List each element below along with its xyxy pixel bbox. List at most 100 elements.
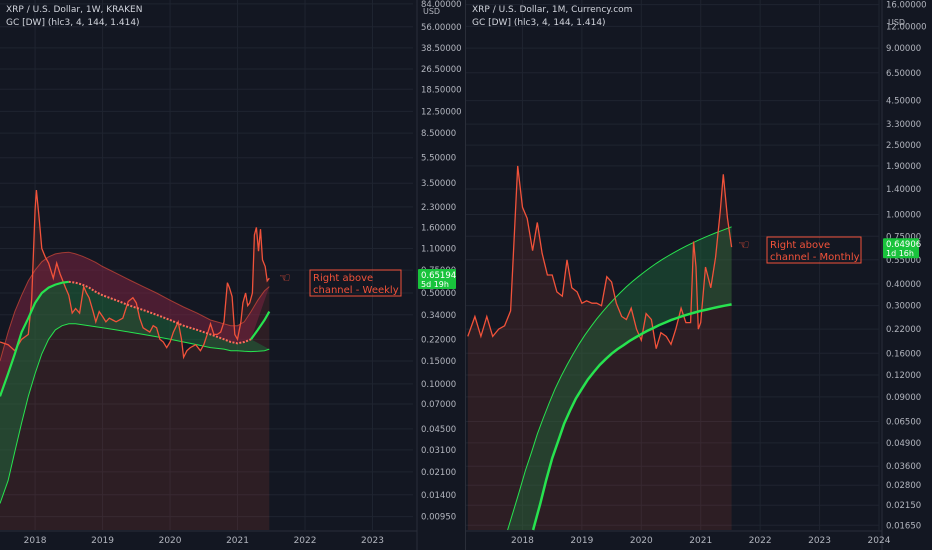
last-price-value: 0.65194 <box>421 271 456 281</box>
y-tick-label: 0.15000 <box>421 357 456 367</box>
y-tick-label: 56.00000 <box>421 23 462 33</box>
y-tick-label: 0.02150 <box>886 501 921 511</box>
gridlines <box>466 0 880 530</box>
weekly-chart-panel[interactable]: 84.00000 56.00000 38.50000 26.50000 18.50000… <box>0 0 466 550</box>
weekly-chart-svg[interactable]: 84.00000 56.00000 38.50000 26.50000 18.50000… <box>0 0 466 550</box>
y-tick-label: 12.00000 <box>886 22 927 32</box>
y-tick-label: 3.50000 <box>421 179 456 189</box>
x-tick-label: 2022 <box>749 536 772 546</box>
y-tick-label: 84.00000 <box>421 0 462 10</box>
y-tick-label: 2.50000 <box>886 141 921 151</box>
weekly-chart-title: XRP / U.S. Dollar, 1W, KRAKEN <box>6 5 143 15</box>
x-tick-label: 2021 <box>226 536 249 546</box>
y-tick-label: 38.50000 <box>421 44 462 54</box>
last-price-badge <box>883 238 919 259</box>
y-tick-label: 4.50000 <box>886 97 921 107</box>
pointing-hand-icon: ☜ <box>738 238 750 253</box>
y-tick-label: 0.04900 <box>886 439 921 449</box>
y-tick-label: 1.40000 <box>886 185 921 195</box>
y-tick-label: 0.01650 <box>886 521 921 531</box>
y-tick-label: 0.55000 <box>886 256 921 266</box>
x-tick-label: 2024 <box>868 536 891 546</box>
x-tick-label: 2020 <box>630 536 653 546</box>
y-axis-unit: USD <box>888 18 905 27</box>
price-series-line <box>0 190 270 360</box>
y-tick-label: 0.00950 <box>421 513 456 523</box>
y-tick-label: 0.10000 <box>421 380 456 390</box>
y-tick-label: 0.09000 <box>886 393 921 403</box>
y-tick-label: 0.02100 <box>421 468 456 478</box>
y-tick-label: 0.16000 <box>886 349 921 359</box>
y-tick-label: 0.50000 <box>421 289 456 299</box>
monthly-chart-panel[interactable]: 16.00000 12.00000 9.00000 6.50000 4.50000 3.3… <box>466 0 932 550</box>
upper-band-line <box>0 251 270 362</box>
upper-channel-fill <box>0 252 270 397</box>
lower-band-line <box>0 323 270 504</box>
y-tick-label: 0.03600 <box>886 462 921 472</box>
y-tick-label: 0.06500 <box>886 417 921 427</box>
y-tick-label: 0.04500 <box>421 425 456 435</box>
y-tick-label: 3.30000 <box>886 120 921 130</box>
center-line <box>531 303 732 531</box>
y-tick-label: 2.30000 <box>421 203 456 213</box>
x-tick-label: 2020 <box>159 536 182 546</box>
x-tick-label: 2018 <box>511 536 534 546</box>
x-tick-label: 2021 <box>689 536 712 546</box>
annotation-text: Right above <box>770 240 830 251</box>
gridlines <box>0 0 413 530</box>
y-tick-label: 0.07000 <box>421 400 456 410</box>
y-tick-label: 16.00000 <box>886 1 927 11</box>
price-series-line <box>467 165 733 349</box>
y-tick-label: 0.02800 <box>886 481 921 491</box>
annotation-box <box>309 269 402 297</box>
x-tick-label: 2018 <box>24 536 47 546</box>
x-tick-label: 2019 <box>91 536 114 546</box>
center-line-tail <box>250 311 271 340</box>
y-tick-label: 0.22000 <box>421 335 456 345</box>
y-tick-label: 6.50000 <box>886 69 921 79</box>
y-tick-label: 0.03100 <box>421 446 456 456</box>
x-tick-label: 2023 <box>808 536 831 546</box>
x-tick-label: 2019 <box>570 536 593 546</box>
monthly-chart-svg[interactable]: 16.00000 12.00000 9.00000 6.50000 4.50000 3.3… <box>466 0 932 550</box>
y-tick-label: 9.00000 <box>886 44 921 54</box>
price-area-fill <box>467 165 732 530</box>
y-tick-label: 0.01400 <box>421 491 456 501</box>
weekly-indicator-label: GC [DW] (hlc3, 4, 144, 1.414) <box>6 18 140 28</box>
y-tick-label: 26.50000 <box>421 65 462 75</box>
last-price-badge <box>418 269 456 290</box>
y-tick-label: 12.50000 <box>421 107 462 117</box>
y-tick-label: 0.22000 <box>886 325 921 335</box>
bar-countdown: 5d 19h <box>421 280 449 289</box>
bar-countdown: 1d 16h <box>886 249 914 258</box>
y-tick-label: 0.12000 <box>886 371 921 381</box>
y-tick-label: 1.60000 <box>421 223 456 233</box>
annotation-text: Right above <box>313 273 373 284</box>
annotation-text: channel - Monthly <box>770 252 860 263</box>
pointing-hand-icon: ☜ <box>279 271 291 286</box>
y-tick-label: 5.50000 <box>421 154 456 164</box>
center-line-rising <box>0 280 69 397</box>
upper-channel-fill <box>507 226 732 531</box>
panel-divider[interactable] <box>465 0 466 550</box>
x-tick-label: 2022 <box>294 536 317 546</box>
last-price-value: 0.64906 <box>886 240 921 250</box>
price-area-fill <box>0 190 270 530</box>
y-tick-label: 1.10000 <box>421 245 456 255</box>
y-tick-label: 0.40000 <box>886 280 921 290</box>
annotation-box <box>766 236 862 264</box>
lower-channel-fill <box>0 281 270 504</box>
y-tick-label: 0.75000 <box>886 232 921 242</box>
monthly-indicator-label: GC [DW] (hlc3, 4, 144, 1.414) <box>472 18 606 28</box>
upper-band-line <box>507 226 732 531</box>
x-tick-label: 2023 <box>361 536 384 546</box>
y-tick-label: 0.34000 <box>421 311 456 321</box>
monthly-chart-title: XRP / U.S. Dollar, 1M, Currency.com <box>472 5 633 15</box>
y-tick-label: 18.50000 <box>421 85 462 95</box>
center-line-falling <box>68 280 252 345</box>
y-tick-label: 8.50000 <box>421 129 456 139</box>
y-tick-label: 0.30000 <box>886 302 921 312</box>
y-tick-label: 1.90000 <box>886 162 921 172</box>
annotation-text: channel - Weekly <box>313 285 399 296</box>
y-tick-label: 1.00000 <box>886 211 921 221</box>
